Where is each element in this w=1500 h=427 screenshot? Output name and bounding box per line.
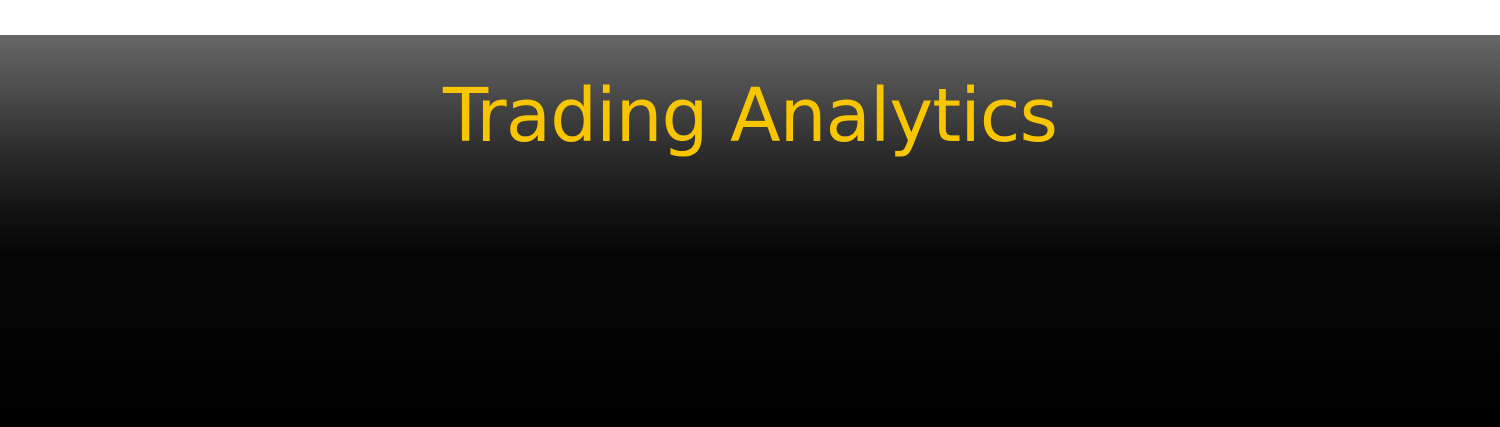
top-white-strip	[0, 0, 1500, 35]
page-title: Trading Analytics	[442, 73, 1058, 159]
header-banner: Trading Analytics	[0, 35, 1500, 427]
